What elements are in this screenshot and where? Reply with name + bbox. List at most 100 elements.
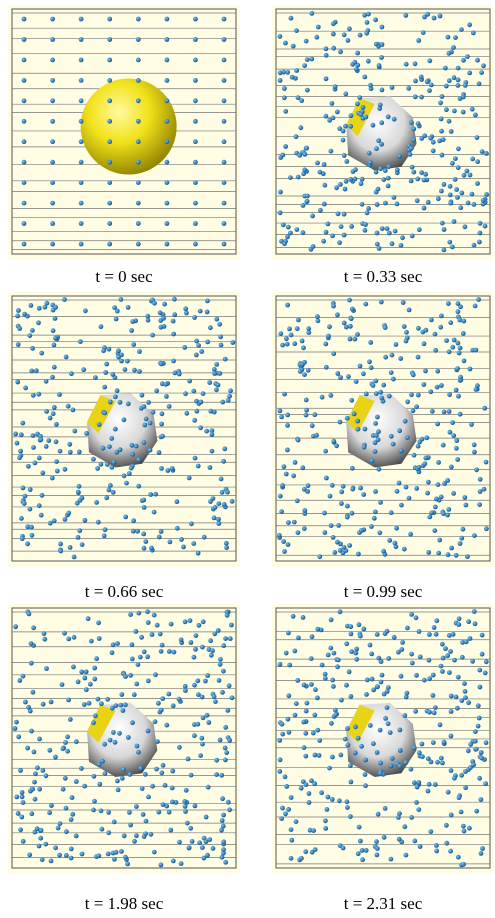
particle — [468, 173, 473, 178]
particle — [475, 58, 480, 63]
particle — [339, 489, 344, 494]
particle — [107, 444, 112, 449]
particle — [345, 515, 350, 520]
particle — [282, 392, 287, 397]
particle — [305, 88, 310, 93]
particle — [46, 438, 51, 443]
particle — [356, 736, 361, 741]
particle — [136, 457, 141, 462]
particle — [472, 202, 477, 207]
particle — [453, 35, 458, 40]
particle — [122, 417, 127, 422]
particle — [305, 701, 310, 706]
particle — [103, 771, 108, 776]
particle — [136, 37, 141, 42]
particle — [383, 201, 388, 206]
particle — [31, 433, 36, 438]
particle — [405, 435, 410, 440]
particle — [278, 78, 283, 83]
particle — [484, 526, 489, 531]
particle — [50, 180, 55, 185]
particle — [427, 782, 432, 787]
particle — [35, 826, 40, 831]
particle — [40, 471, 45, 476]
particle — [412, 453, 417, 458]
particle — [378, 390, 383, 395]
particle — [292, 649, 297, 654]
particle — [302, 167, 307, 172]
particle — [159, 529, 164, 534]
particle — [370, 677, 375, 682]
particle — [186, 757, 191, 762]
particle — [77, 450, 82, 455]
particle — [204, 839, 209, 844]
particle — [50, 58, 55, 63]
particle — [285, 342, 290, 347]
particle — [110, 372, 115, 377]
particle — [230, 695, 235, 700]
particle — [212, 367, 217, 372]
caption: t = 0.99 sec — [344, 582, 423, 601]
particle — [283, 41, 288, 46]
particle — [204, 815, 209, 820]
particle — [310, 214, 315, 219]
particle — [448, 649, 453, 654]
particle — [450, 420, 455, 425]
particle — [130, 443, 135, 448]
particle — [84, 669, 89, 674]
particle — [193, 98, 198, 103]
particle — [445, 513, 450, 518]
particle — [214, 317, 219, 322]
particle — [397, 764, 402, 769]
particle — [368, 723, 373, 728]
particle — [408, 152, 413, 157]
particle — [364, 31, 369, 36]
particle — [136, 750, 141, 755]
particle — [165, 221, 170, 226]
particle — [221, 813, 226, 818]
particle — [467, 22, 472, 27]
particle — [289, 856, 294, 861]
particle — [296, 438, 301, 443]
particle — [194, 399, 199, 404]
particle — [199, 349, 204, 354]
particle — [63, 517, 68, 522]
particle — [346, 38, 351, 43]
particle — [307, 791, 312, 796]
particle — [78, 339, 83, 344]
particle — [458, 346, 463, 351]
particle — [64, 829, 69, 834]
particle — [76, 679, 81, 684]
particle — [433, 782, 438, 787]
particle — [38, 836, 43, 841]
particle — [326, 653, 331, 658]
particle — [99, 808, 104, 813]
particle — [214, 758, 219, 763]
particle — [438, 100, 443, 105]
particle — [435, 760, 440, 765]
particle — [123, 702, 128, 707]
particle — [106, 810, 111, 815]
particle — [323, 342, 328, 347]
particle — [439, 129, 444, 134]
particle — [135, 744, 140, 749]
particle — [184, 788, 189, 793]
particle — [21, 800, 26, 805]
particle — [165, 17, 170, 22]
particle — [187, 476, 192, 481]
particle — [122, 833, 127, 838]
particle — [484, 659, 489, 664]
particle — [136, 58, 141, 63]
particle — [462, 495, 467, 500]
particle — [409, 392, 414, 397]
particle — [58, 549, 63, 554]
particle — [187, 379, 192, 384]
particle — [136, 484, 141, 489]
particle — [318, 208, 323, 213]
particle — [402, 713, 407, 718]
particle — [422, 461, 427, 466]
particle — [338, 609, 343, 614]
particle — [205, 673, 210, 678]
particle — [222, 180, 227, 185]
particle — [394, 526, 399, 531]
